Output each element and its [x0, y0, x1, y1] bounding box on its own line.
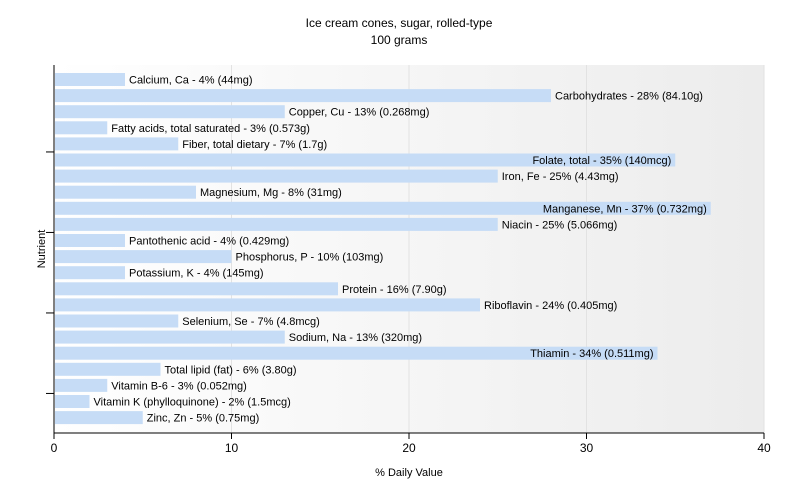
x-axis-title: % Daily Value	[375, 467, 443, 479]
bar-21	[55, 411, 143, 425]
bar-label-8: Manganese, Mn - 37% (0.732mg)	[543, 203, 707, 215]
bar-5	[55, 153, 676, 167]
bar-label-21: Zinc, Zn - 5% (0.75mg)	[147, 413, 259, 425]
bar-12	[55, 266, 125, 280]
bar-6	[55, 169, 498, 183]
bar-label-11: Phosphorus, P - 10% (103mg)	[236, 252, 384, 264]
bar-label-0: Calcium, Ca - 4% (44mg)	[129, 75, 252, 87]
bar-label-19: Vitamin B-6 - 3% (0.052mg)	[111, 380, 247, 392]
axes: 0 10 20 30 40	[46, 65, 771, 455]
bar-label-9: Niacin - 25% (5.066mg)	[502, 219, 618, 231]
bar-label-3: Fatty acids, total saturated - 3% (0.573…	[111, 123, 310, 135]
bar-label-12: Potassium, K - 4% (145mg)	[129, 268, 264, 280]
bar-8	[55, 201, 711, 215]
bar-label-20: Vitamin K (phylloquinone) - 2% (1.5mcg)	[94, 397, 291, 409]
bar-1	[55, 89, 551, 103]
bar-0	[55, 73, 125, 86]
x-tick-label-20: 20	[402, 441, 416, 455]
bar-10	[55, 234, 125, 247]
bar-label-4: Fiber, total dietary - 7% (1.7g)	[182, 139, 327, 151]
bars	[55, 73, 711, 425]
bar-label-5: Folate, total - 35% (140mcg)	[532, 155, 671, 167]
bar-label-10: Pantothenic acid - 4% (0.429mg)	[129, 236, 289, 248]
bar-13	[55, 282, 338, 296]
bar-15	[55, 314, 179, 328]
bar-label-13: Protein - 16% (7.90g)	[342, 284, 447, 296]
bar-7	[55, 185, 196, 199]
bar-19	[55, 378, 108, 392]
bar-label-7: Magnesium, Mg - 8% (31mg)	[200, 187, 342, 199]
bar-label-1: Carbohydrates - 28% (84.10g)	[555, 91, 703, 103]
x-tick-label-10: 10	[225, 441, 239, 455]
y-axis-title: Nutrient	[36, 230, 48, 269]
bar-17	[55, 346, 658, 360]
bar-20	[55, 395, 90, 408]
bar-11	[55, 250, 232, 264]
bar-label-17: Thiamin - 34% (0.511mg)	[530, 348, 653, 360]
x-tick-label-0: 0	[51, 441, 58, 455]
bar-2	[55, 105, 285, 119]
bar-label-2: Copper, Cu - 13% (0.268mg)	[289, 107, 430, 119]
bar-label-14: Riboflavin - 24% (0.405mg)	[484, 300, 617, 312]
chart-subtitle: 100 grams	[371, 33, 428, 47]
bar-label-16: Sodium, Na - 13% (320mg)	[289, 332, 422, 344]
grid-lines	[231, 65, 765, 433]
bar-4	[55, 137, 179, 151]
bar-14	[55, 298, 480, 312]
bar-9	[55, 217, 498, 231]
x-tick-label-40: 40	[757, 441, 771, 455]
bar-label-18: Total lipid (fat) - 6% (3.80g)	[165, 364, 297, 376]
bar-3	[55, 121, 108, 135]
bar-label-6: Iron, Fe - 25% (4.43mg)	[502, 171, 619, 183]
bar-16	[55, 330, 285, 344]
bar-labels: Calcium, Ca - 4% (44mg) Carbohydrates - 2…	[94, 75, 707, 425]
chart-title: Ice cream cones, sugar, rolled-type	[306, 16, 493, 30]
bar-18	[55, 362, 161, 376]
x-tick-label-30: 30	[580, 441, 594, 455]
bar-label-15: Selenium, Se - 7% (4.8mcg)	[182, 316, 320, 328]
